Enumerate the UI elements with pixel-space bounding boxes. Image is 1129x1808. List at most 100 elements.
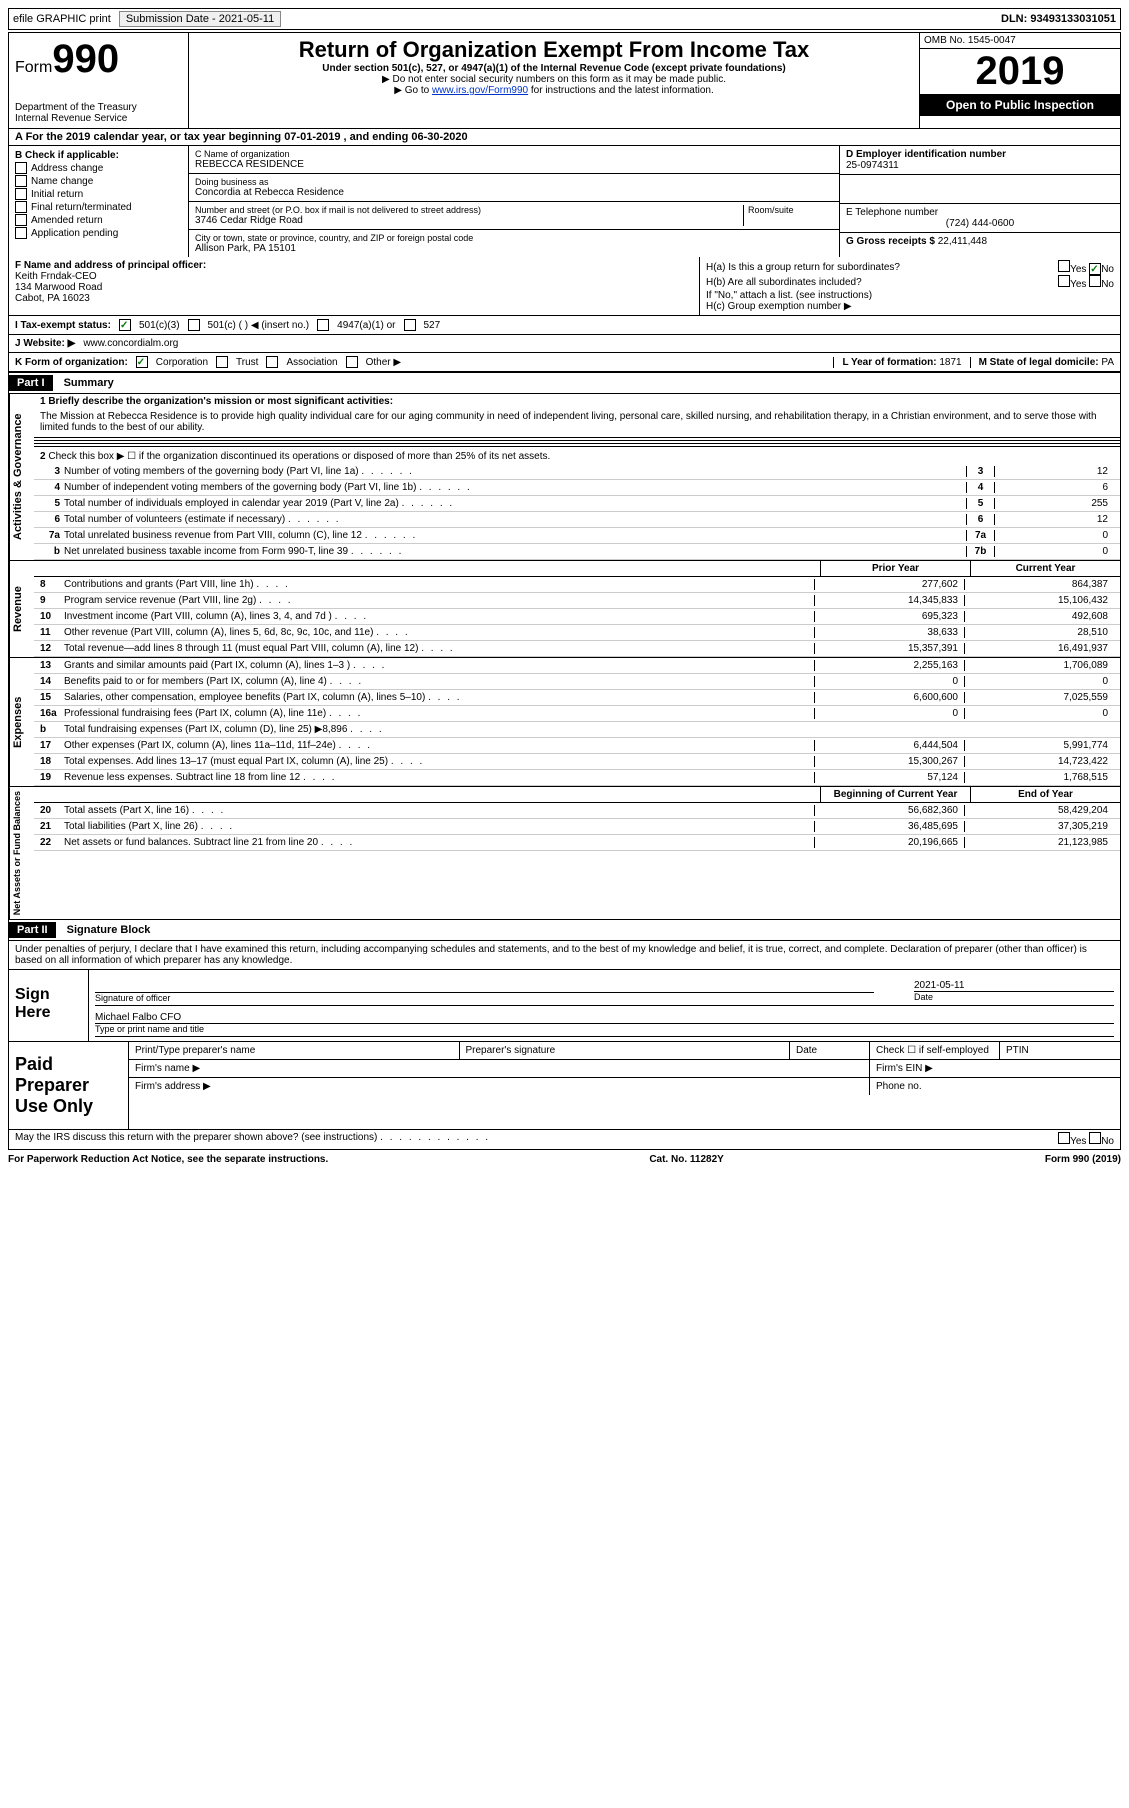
website-value: www.concordialm.org	[83, 338, 178, 349]
chk-other[interactable]	[346, 356, 358, 368]
state-domicile: PA	[1101, 357, 1114, 368]
open-public-badge: Open to Public Inspection	[920, 94, 1120, 116]
sig-date-value: 2021-05-11	[914, 980, 1114, 991]
table-row: 13Grants and similar amounts paid (Part …	[34, 658, 1120, 674]
dept-treasury: Department of the Treasury	[15, 102, 182, 113]
header-left: Form990 Department of the Treasury Inter…	[9, 33, 189, 128]
footer: For Paperwork Reduction Act Notice, see …	[8, 1150, 1121, 1169]
top-bar: efile GRAPHIC print Submission Date - 20…	[8, 8, 1121, 30]
officer-printed: Michael Falbo CFO	[95, 1012, 1114, 1023]
table-row: 15Salaries, other compensation, employee…	[34, 690, 1120, 706]
part2-badge: Part II	[9, 922, 56, 938]
row-fh: F Name and address of principal officer:…	[8, 257, 1121, 316]
declaration: Under penalties of perjury, I declare th…	[8, 941, 1121, 970]
table-row: 9Program service revenue (Part VIII, lin…	[34, 593, 1120, 609]
form-subtitle: Under section 501(c), 527, or 4947(a)(1)…	[195, 63, 913, 74]
chk-app-pending[interactable]	[15, 227, 27, 239]
table-row: 10Investment income (Part VIII, column (…	[34, 609, 1120, 625]
chk-discuss-no[interactable]	[1089, 1132, 1101, 1144]
irs-link[interactable]: www.irs.gov/Form990	[432, 85, 528, 96]
org-name: REBECCA RESIDENCE	[195, 159, 833, 170]
chk-corp[interactable]	[136, 356, 148, 368]
year-formation: 1871	[939, 357, 961, 368]
box-right: D Employer identification number 25-0974…	[840, 146, 1120, 257]
submission-date-button[interactable]: Submission Date - 2021-05-11	[119, 11, 281, 27]
street-address: 3746 Cedar Ridge Road	[195, 215, 743, 226]
table-row: 18Total expenses. Add lines 13–17 (must …	[34, 754, 1120, 770]
info-grid: B Check if applicable: Address change Na…	[8, 146, 1121, 257]
expenses-label: Expenses	[9, 658, 34, 786]
table-row: 11Other revenue (Part VIII, column (A), …	[34, 625, 1120, 641]
table-row: bTotal fundraising expenses (Part IX, co…	[34, 722, 1120, 738]
chk-hb-no[interactable]	[1089, 275, 1101, 287]
mission-text: The Mission at Rebecca Residence is to p…	[34, 409, 1120, 435]
table-row: 12Total revenue—add lines 8 through 11 (…	[34, 641, 1120, 657]
room-suite: Room/suite	[743, 205, 833, 226]
irs-label: Internal Revenue Service	[15, 113, 182, 124]
efile-label: efile GRAPHIC print	[13, 13, 111, 25]
table-row: 14Benefits paid to or for members (Part …	[34, 674, 1120, 690]
row-a: A For the 2019 calendar year, or tax yea…	[8, 129, 1121, 146]
tax-year: 2019	[976, 49, 1065, 93]
form-note2: ▶ Go to www.irs.gov/Form990 for instruct…	[195, 85, 913, 96]
chk-assoc[interactable]	[266, 356, 278, 368]
paid-preparer-label: Paid Preparer Use Only	[9, 1042, 129, 1129]
chk-501c3[interactable]	[119, 319, 131, 331]
chk-final-return[interactable]	[15, 201, 27, 213]
box-c: C Name of organization REBECCA RESIDENCE…	[189, 146, 840, 257]
form-header: Form990 Department of the Treasury Inter…	[8, 32, 1121, 129]
row-j: J Website: ▶ www.concordialm.org	[8, 335, 1121, 353]
summary-line: 6Total number of volunteers (estimate if…	[34, 512, 1120, 528]
sign-here-label: Sign Here	[9, 970, 89, 1041]
header-mid: Return of Organization Exempt From Incom…	[189, 33, 920, 128]
summary-line: 7aTotal unrelated business revenue from …	[34, 528, 1120, 544]
telephone: (724) 444-0600	[846, 218, 1114, 229]
activities-label: Activities & Governance	[9, 394, 34, 560]
box-b: B Check if applicable: Address change Na…	[9, 146, 189, 257]
form-title: Return of Organization Exempt From Incom…	[195, 37, 913, 63]
chk-trust[interactable]	[216, 356, 228, 368]
dln-label: DLN: 93493133031051	[1001, 13, 1116, 25]
form-number: 990	[52, 37, 119, 81]
gross-receipts: 22,411,448	[938, 236, 987, 247]
summary-line: 3Number of voting members of the governi…	[34, 464, 1120, 480]
part1-activities: Activities & Governance 1 Briefly descri…	[8, 394, 1121, 561]
summary-line: 5Total number of individuals employed in…	[34, 496, 1120, 512]
ein-value: 25-0974311	[846, 160, 1114, 171]
chk-initial-return[interactable]	[15, 188, 27, 200]
chk-ha-yes[interactable]	[1058, 260, 1070, 272]
row-i: I Tax-exempt status: 501(c)(3) 501(c) ( …	[8, 316, 1121, 335]
form-label: Form	[15, 59, 52, 76]
discuss-row: May the IRS discuss this return with the…	[8, 1130, 1121, 1150]
part1-header-row: Part I Summary	[8, 373, 1121, 394]
table-row: 21Total liabilities (Part X, line 26) . …	[34, 819, 1120, 835]
table-row: 20Total assets (Part X, line 16) . . . .…	[34, 803, 1120, 819]
header-right: OMB No. 1545-0047 2019 Open to Public In…	[920, 33, 1120, 128]
chk-501c[interactable]	[188, 319, 200, 331]
part1-netassets: Net Assets or Fund Balances Beginning of…	[8, 787, 1121, 920]
chk-4947[interactable]	[317, 319, 329, 331]
chk-ha-no[interactable]	[1089, 263, 1101, 275]
summary-line: 4Number of independent voting members of…	[34, 480, 1120, 496]
paid-preparer-block: Paid Preparer Use Only Print/Type prepar…	[8, 1042, 1121, 1130]
chk-hb-yes[interactable]	[1058, 275, 1070, 287]
revenue-label: Revenue	[9, 561, 34, 657]
chk-amended-return[interactable]	[15, 214, 27, 226]
chk-discuss-yes[interactable]	[1058, 1132, 1070, 1144]
netassets-label: Net Assets or Fund Balances	[9, 787, 34, 919]
table-row: 16aProfessional fundraising fees (Part I…	[34, 706, 1120, 722]
part1-revenue: Revenue Prior YearCurrent Year 8Contribu…	[8, 561, 1121, 658]
chk-address-change[interactable]	[15, 162, 27, 174]
part2-header-row: Part II Signature Block	[8, 920, 1121, 941]
part1-expenses: Expenses 13Grants and similar amounts pa…	[8, 658, 1121, 787]
table-row: 22Net assets or fund balances. Subtract …	[34, 835, 1120, 851]
omb-number: OMB No. 1545-0047	[920, 33, 1120, 49]
form-note1: ▶ Do not enter social security numbers o…	[195, 74, 913, 85]
table-row: 19Revenue less expenses. Subtract line 1…	[34, 770, 1120, 786]
chk-527[interactable]	[404, 319, 416, 331]
officer-name: Keith Frndak-CEO	[15, 271, 693, 282]
chk-name-change[interactable]	[15, 175, 27, 187]
row-klm: K Form of organization: Corporation Trus…	[8, 353, 1121, 373]
table-row: 8Contributions and grants (Part VIII, li…	[34, 577, 1120, 593]
summary-line: bNet unrelated business taxable income f…	[34, 544, 1120, 560]
